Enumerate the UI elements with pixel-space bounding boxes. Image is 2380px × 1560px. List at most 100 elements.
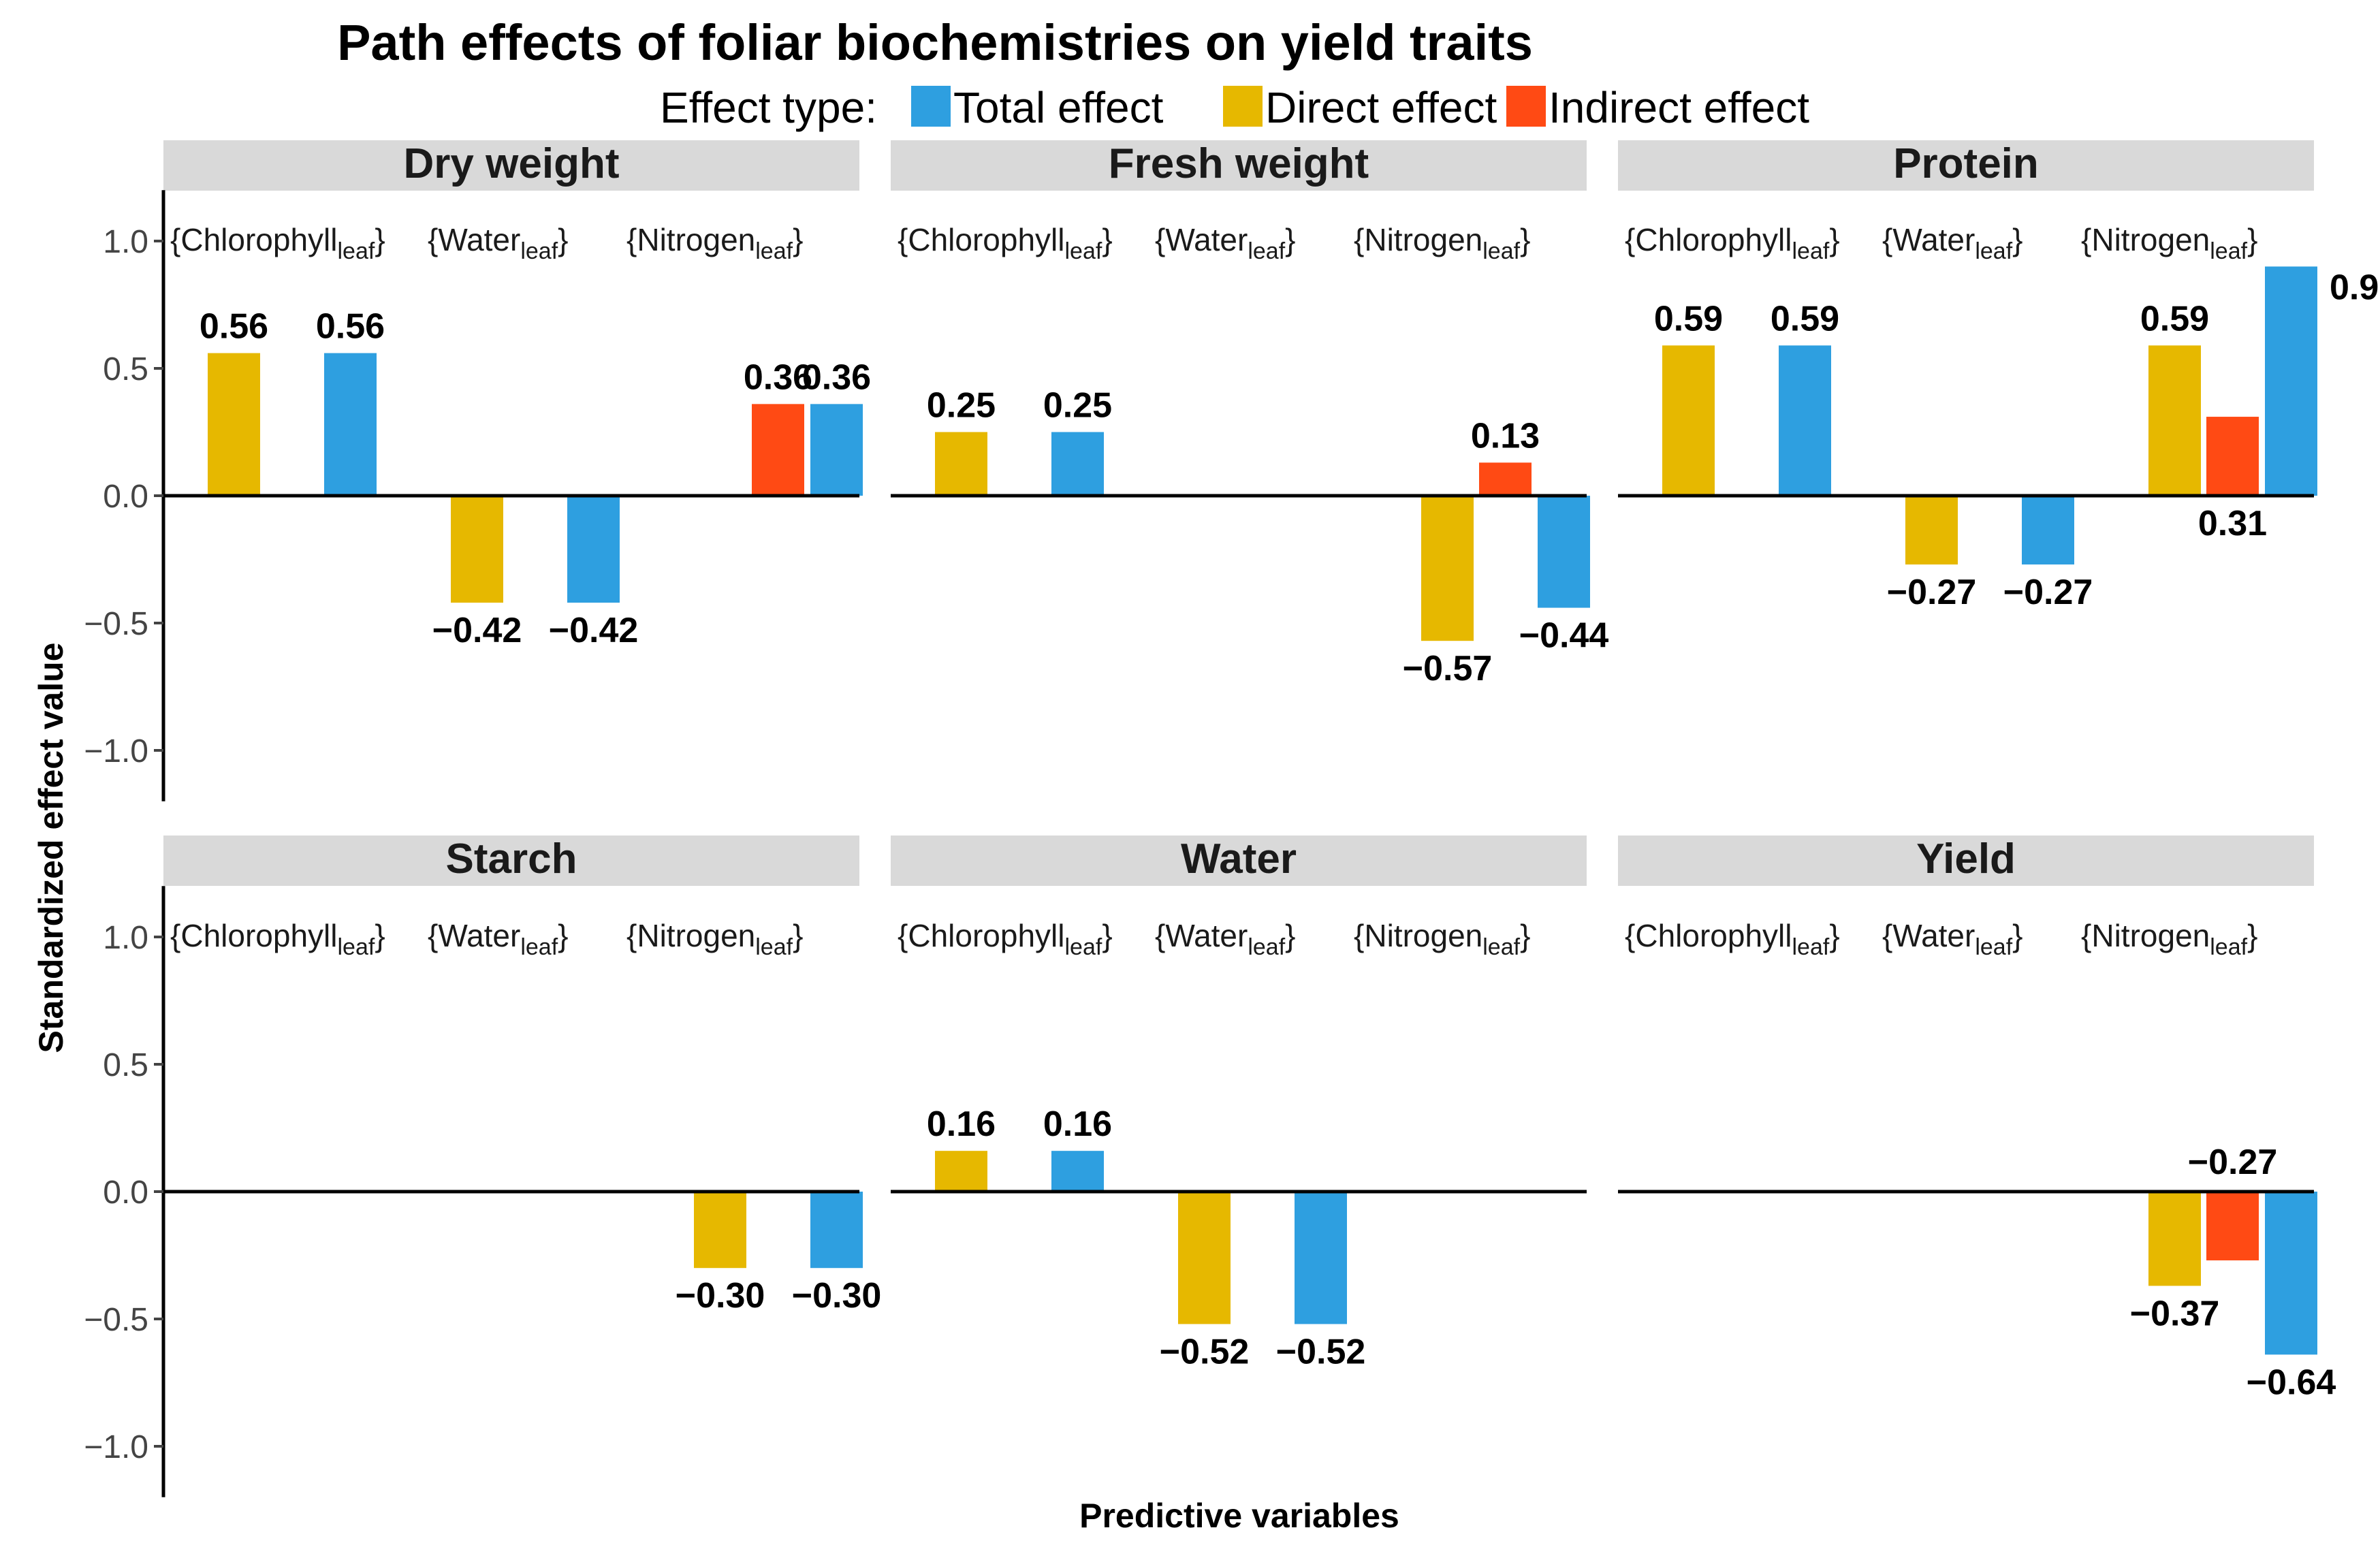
bar-indirect-effect xyxy=(1479,462,1532,496)
panel-fresh-weight: Fresh weight {Chlorophyllleaf} {Waterleaf}… xyxy=(891,140,1608,688)
panel-title: Starch xyxy=(446,835,577,882)
group-label-chlorophyll: {Chlorophyllleaf} xyxy=(1625,918,1840,960)
bar-direct-effect xyxy=(451,496,503,603)
bars xyxy=(208,353,863,603)
value-label-direct-effect: −0.37 xyxy=(2130,1294,2220,1333)
value-label-indirect-effect: 0.36 xyxy=(744,357,812,397)
y-tick-label: 0.0 xyxy=(103,1175,148,1211)
value-label-direct-effect: −0.57 xyxy=(1403,649,1493,688)
group-label-chlorophyll: {Chlorophyllleaf} xyxy=(898,222,1113,264)
value-label-total-effect: −0.42 xyxy=(549,611,639,650)
panel-strip xyxy=(891,835,1587,886)
bar-total-effect xyxy=(324,353,377,496)
value-labels: −0.37 −0.27 −0.64 xyxy=(2130,1143,2336,1402)
bar-total-effect xyxy=(810,404,863,496)
value-label-total-effect: −0.44 xyxy=(1519,616,1609,656)
panel-title: Dry weight xyxy=(404,140,620,187)
value-label-total-effect: −0.27 xyxy=(2003,573,2093,612)
bar-direct-effect xyxy=(208,353,260,496)
group-label-nitrogen: {Nitrogenleaf} xyxy=(2081,222,2257,264)
bars xyxy=(2148,1192,2317,1355)
panel-dry-weight: Dry weight {Chlorophyllleaf} {Waterleaf} {N… xyxy=(84,140,871,801)
value-label-total-effect: 0.56 xyxy=(316,307,385,347)
value-label-total-effect: −0.64 xyxy=(2247,1363,2336,1402)
bar-total-effect xyxy=(1295,1192,1347,1324)
bars xyxy=(1662,266,2317,564)
group-label-water: {Waterleaf} xyxy=(1155,222,1296,264)
bar-total-effect xyxy=(1051,1151,1104,1192)
y-axis-title: Standardized effect value xyxy=(32,643,70,1053)
value-label-direct-effect: 0.59 xyxy=(2140,299,2209,338)
y-tick-label: −0.5 xyxy=(84,606,148,642)
group-label-nitrogen: {Nitrogenleaf} xyxy=(2081,918,2257,960)
value-label-indirect-effect: 0.31 xyxy=(2198,504,2267,543)
y-tick-label: 0.0 xyxy=(103,479,148,515)
legend-swatch-total-effect xyxy=(911,86,951,127)
bar-direct-effect xyxy=(2148,345,2201,496)
value-label-total-effect: −0.30 xyxy=(792,1276,882,1316)
value-label-direct-effect: 0.16 xyxy=(927,1104,996,1144)
panel-yield: Yield {Chlorophyllleaf} {Waterleaf} {Nitrog… xyxy=(1618,835,2336,1402)
y-tick-label: −1.0 xyxy=(84,1429,148,1465)
facet-panels: Dry weight {Chlorophyllleaf} {Waterleaf} {N… xyxy=(84,140,2380,1497)
group-label-water: {Waterleaf} xyxy=(428,222,569,264)
bar-indirect-effect xyxy=(2206,1192,2259,1260)
bar-direct-effect xyxy=(1905,496,1958,564)
value-label-direct-effect: −0.42 xyxy=(432,611,522,650)
bar-total-effect xyxy=(567,496,620,603)
bar-direct-effect xyxy=(694,1192,746,1269)
group-label-chlorophyll: {Chlorophyllleaf} xyxy=(170,222,385,264)
bar-total-effect xyxy=(2265,1192,2317,1355)
value-labels: 0.16 0.16 −0.52 −0.52 xyxy=(927,1104,1365,1371)
bar-total-effect xyxy=(1779,345,1831,496)
legend-item-direct-effect: Direct effect xyxy=(1223,83,1497,132)
y-tick-label: −0.5 xyxy=(84,1302,148,1338)
value-label-total-effect: 0.25 xyxy=(1043,386,1112,426)
bar-direct-effect xyxy=(1662,345,1715,496)
group-label-chlorophyll: {Chlorophyllleaf} xyxy=(1625,222,1840,264)
bars xyxy=(935,1151,1347,1324)
panel-strip xyxy=(163,835,859,886)
panel-strip xyxy=(1618,140,2314,191)
group-label-water: {Waterleaf} xyxy=(1155,918,1296,960)
bar-direct-effect xyxy=(2148,1192,2201,1286)
bar-total-effect xyxy=(2022,496,2074,564)
legend-swatch-indirect-effect xyxy=(1506,86,1546,127)
group-label-nitrogen: {Nitrogenleaf} xyxy=(1354,222,1530,264)
value-label-total-effect: 0.90 xyxy=(2330,268,2380,307)
y-tick-label: 0.5 xyxy=(103,1047,148,1083)
legend-title: Effect type: xyxy=(660,83,877,132)
y-tick-label: −1.0 xyxy=(84,733,148,769)
group-label-nitrogen: {Nitrogenleaf} xyxy=(626,918,803,960)
group-label-nitrogen: {Nitrogenleaf} xyxy=(626,222,803,264)
value-label-total-effect: 0.16 xyxy=(1043,1104,1112,1144)
value-label-direct-effect: −0.27 xyxy=(1887,573,1977,612)
value-label-direct-effect: −0.52 xyxy=(1160,1332,1250,1371)
bars xyxy=(694,1192,863,1269)
panel-title: Yield xyxy=(1916,835,2016,882)
bars xyxy=(935,432,1590,641)
legend-item-total-effect: Total effect xyxy=(911,83,1164,132)
legend-item-indirect-effect: Indirect effect xyxy=(1506,83,1809,132)
group-label-nitrogen: {Nitrogenleaf} xyxy=(1354,918,1530,960)
y-tick-label: 1.0 xyxy=(103,920,148,956)
value-label-direct-effect: 0.56 xyxy=(200,307,268,347)
group-label-chlorophyll: {Chlorophyllleaf} xyxy=(170,918,385,960)
value-labels: 0.59 0.59 −0.27 −0.27 0.59 0.31 0.90 xyxy=(1654,268,2380,612)
legend-label: Indirect effect xyxy=(1549,83,1809,132)
value-labels: −0.30 −0.30 xyxy=(676,1276,882,1316)
panel-title: Water xyxy=(1181,835,1297,882)
bar-total-effect xyxy=(2265,266,2317,496)
y-tick-label: 0.5 xyxy=(103,351,148,387)
group-label-water: {Waterleaf} xyxy=(1882,222,2023,264)
value-label-indirect-effect: 0.13 xyxy=(1471,416,1540,456)
panel-title: Protein xyxy=(1893,140,2039,187)
value-label-indirect-effect: −0.27 xyxy=(2188,1143,2278,1182)
bar-direct-effect xyxy=(935,432,987,496)
chart-title: Path effects of foliar biochemistries on… xyxy=(337,14,1533,71)
value-label-direct-effect: 0.25 xyxy=(927,386,996,426)
value-label-total-effect: −0.52 xyxy=(1276,1332,1366,1371)
value-labels: 0.25 0.25 −0.57 0.13 −0.44 xyxy=(927,386,1608,689)
legend: Effect type: Total effect Direct effect Ind… xyxy=(660,83,1809,132)
